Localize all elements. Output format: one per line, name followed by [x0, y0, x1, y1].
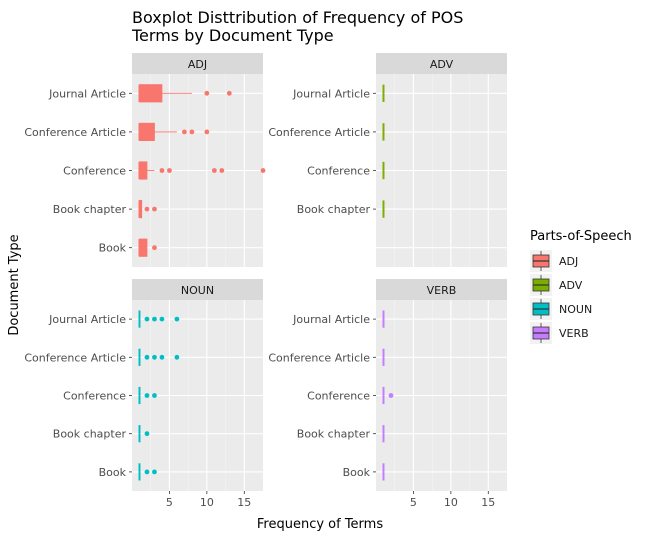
- outlier-point: [204, 129, 210, 135]
- outlier-point: [211, 168, 217, 173]
- legend-label: ADV: [559, 279, 583, 292]
- y-axis-label: Document Type: [7, 234, 22, 335]
- outlier-point: [144, 316, 150, 322]
- outlier-point: [174, 316, 180, 322]
- box-iqr: [139, 238, 148, 257]
- y-tick-label: Journal Article: [292, 313, 370, 326]
- outlier-point: [152, 469, 157, 475]
- box-journal-article: [138, 310, 180, 328]
- box-conference: [138, 386, 157, 405]
- outlier-point: [144, 469, 150, 475]
- legend-entry-verb: VERB: [530, 322, 589, 344]
- facet-strip-label: NOUN: [181, 284, 214, 297]
- box-conference-article: [138, 122, 210, 141]
- box-book-chapter: [138, 425, 150, 443]
- legend-label: ADJ: [559, 255, 578, 268]
- outlier-point: [159, 316, 165, 322]
- y-tick-label: Book chapter: [297, 428, 371, 441]
- outlier-point: [144, 206, 150, 212]
- legend-title: Parts-of-Speech: [530, 229, 632, 244]
- y-tick-label: Conference Article: [268, 126, 370, 139]
- legend-entry-adv: ADV: [530, 274, 583, 296]
- y-tick-label: Book: [99, 242, 127, 255]
- box-journal-article: [138, 84, 232, 103]
- outlier-point: [144, 354, 150, 360]
- facet-strip: [132, 279, 263, 300]
- outlier-point: [144, 393, 150, 398]
- outlier-point: [204, 90, 210, 96]
- facet-strip: [376, 279, 507, 300]
- legend-label: VERB: [559, 327, 589, 340]
- y-tick-label: Conference: [307, 165, 370, 178]
- outlier-point: [152, 354, 157, 360]
- box-iqr: [139, 161, 148, 180]
- y-tick-label: Book: [99, 466, 127, 479]
- facet-panel-adj: ADJ Book Book chapter Conference Conference …: [24, 53, 266, 267]
- legend: Parts-of-Speech ADJ ADV NOUN VERB: [530, 229, 632, 344]
- chart-title-line-1: Boxplot Disttribution of Frequency of PO…: [132, 8, 463, 27]
- box-conference-article: [138, 348, 180, 366]
- x-axis-label: Frequency of Terms: [257, 517, 383, 532]
- chart-title: Boxplot Disttribution of Frequency of PO…: [131, 8, 463, 45]
- y-tick-label: Book chapter: [53, 203, 127, 216]
- box-iqr: [139, 122, 155, 141]
- outlier-point: [152, 316, 157, 322]
- y-tick-label: Journal Article: [48, 87, 126, 100]
- outlier-point: [182, 129, 187, 135]
- y-tick-label: Conference Article: [24, 126, 126, 139]
- outlier-point: [159, 168, 165, 173]
- x-tick-label: 5: [166, 496, 173, 509]
- outlier-point: [219, 168, 225, 173]
- box-iqr: [139, 84, 163, 103]
- y-tick-label: Conference: [63, 165, 126, 178]
- y-tick-label: Journal Article: [292, 87, 370, 100]
- facet-panel-verb: VERB Book Book chapter Conference Conference…: [268, 279, 507, 509]
- outlier-point: [189, 129, 195, 135]
- y-tick-label: Conference Article: [24, 351, 126, 364]
- facet-panels: ADJ Book Book chapter Conference Conference …: [24, 53, 507, 509]
- outlier-point: [260, 168, 266, 173]
- outlier-point: [388, 393, 394, 398]
- y-tick-label: Book: [343, 466, 371, 479]
- y-tick-label: Conference: [63, 390, 126, 403]
- y-tick-label: Book chapter: [297, 203, 371, 216]
- facet-strip: [132, 53, 263, 74]
- box-conference: [382, 386, 394, 405]
- y-tick-label: Journal Article: [48, 313, 126, 326]
- outlier-point: [152, 206, 157, 212]
- y-tick-label: Book chapter: [53, 428, 127, 441]
- outlier-point: [144, 431, 150, 437]
- outlier-point: [226, 90, 232, 96]
- facet-panel-noun: NOUN Book Book chapter Conference Conference…: [24, 279, 263, 509]
- x-tick-label: 10: [444, 496, 458, 509]
- facet-strip-label: ADV: [430, 58, 454, 71]
- facet-strip-label: ADJ: [188, 58, 207, 71]
- legend-entry-adj: ADJ: [530, 250, 578, 272]
- x-tick-label: 5: [410, 496, 417, 509]
- outlier-point: [152, 393, 157, 398]
- x-tick-label: 10: [200, 496, 214, 509]
- outlier-point: [174, 354, 180, 360]
- legend-label: NOUN: [559, 303, 592, 316]
- box-book-chapter: [138, 200, 157, 219]
- legend-entry-noun: NOUN: [530, 298, 592, 320]
- x-tick-label: 15: [481, 496, 495, 509]
- facet-strip: [376, 53, 507, 74]
- box-book: [138, 238, 157, 257]
- y-tick-label: Conference: [307, 390, 370, 403]
- y-tick-label: Conference Article: [268, 351, 370, 364]
- outlier-point: [167, 168, 172, 173]
- chart-title-line-2: Terms by Document Type: [131, 26, 334, 45]
- box-conference: [138, 161, 266, 180]
- outlier-point: [152, 245, 157, 251]
- box-book: [138, 463, 157, 481]
- x-tick-label: 15: [237, 496, 251, 509]
- outlier-point: [159, 354, 165, 360]
- facet-strip-label: VERB: [427, 284, 457, 297]
- facet-panel-adv: ADV Book chapter Conference Conference Arti…: [268, 53, 507, 267]
